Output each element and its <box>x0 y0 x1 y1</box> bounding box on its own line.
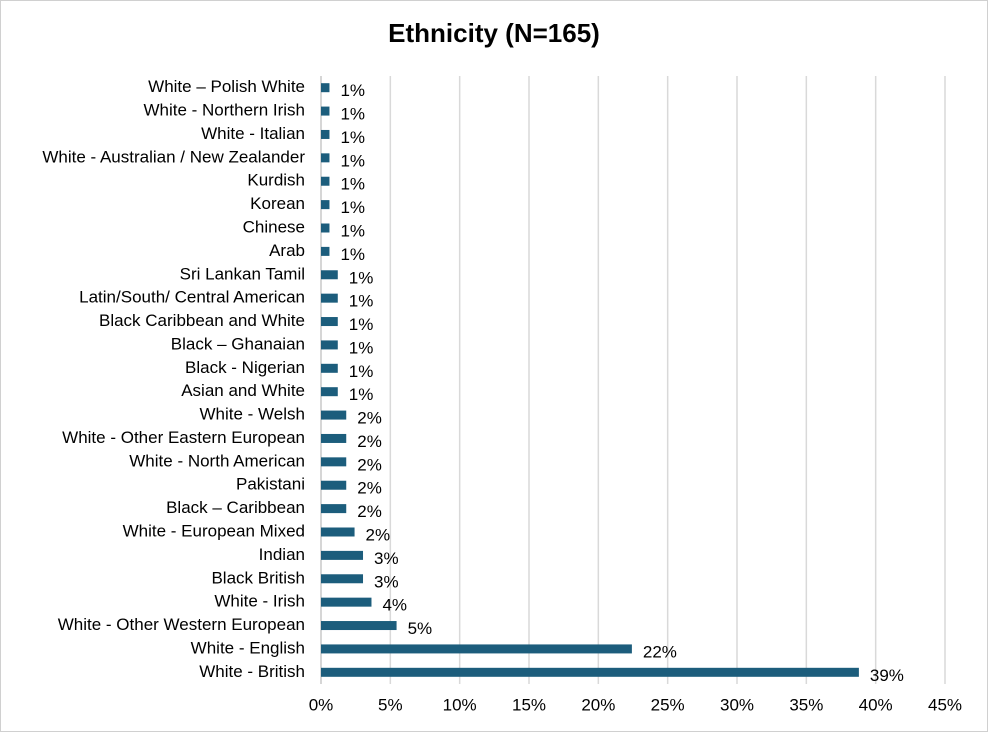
bar <box>321 200 330 210</box>
value-label: 1% <box>349 385 374 404</box>
bar <box>321 363 338 373</box>
bar <box>321 597 372 607</box>
bar <box>321 433 347 443</box>
y-tick-label: White - Irish <box>214 592 305 611</box>
y-tick-label: Chinese <box>243 217 305 236</box>
y-tick-label: Pakistani <box>236 475 305 494</box>
y-tick-label: Indian <box>259 545 305 564</box>
value-label: 2% <box>357 432 382 451</box>
bar <box>321 246 330 256</box>
bar <box>321 504 347 514</box>
bar <box>321 667 859 677</box>
bar <box>321 270 338 280</box>
x-tick-label: 40% <box>859 695 893 714</box>
chart-title: Ethnicity (N=165) <box>388 18 600 48</box>
x-tick-label: 0% <box>309 695 334 714</box>
value-label: 2% <box>357 502 382 521</box>
y-tick-label: Latin/South/ Central American <box>79 288 305 307</box>
x-tick-label: 25% <box>651 695 685 714</box>
bar <box>321 293 338 303</box>
bar <box>321 106 330 116</box>
bar <box>321 153 330 163</box>
value-label: 1% <box>340 221 365 240</box>
y-tick-label: Asian and White <box>181 381 305 400</box>
value-label: 3% <box>374 549 399 568</box>
y-tick-label: White - Italian <box>201 124 305 143</box>
y-tick-label: Arab <box>269 241 305 260</box>
bar <box>321 317 338 327</box>
y-tick-label: Black - Nigerian <box>185 358 305 377</box>
bar <box>321 644 632 654</box>
x-tick-label: 45% <box>928 695 962 714</box>
value-label: 1% <box>340 105 365 124</box>
value-label: 1% <box>349 292 374 311</box>
bar <box>321 574 364 584</box>
value-label: 1% <box>340 151 365 170</box>
value-label: 4% <box>382 596 407 615</box>
bar <box>321 340 338 350</box>
y-tick-label: White - British <box>199 662 305 681</box>
bar <box>321 176 330 186</box>
bar <box>321 480 347 490</box>
value-label: 22% <box>643 642 677 661</box>
bar <box>321 550 364 560</box>
value-label: 1% <box>340 128 365 147</box>
value-label: 1% <box>340 245 365 264</box>
y-tick-label: White - Australian / New Zealander <box>42 147 305 166</box>
bar <box>321 527 355 537</box>
value-label: 1% <box>340 198 365 217</box>
y-tick-label: White - European Mixed <box>123 521 305 540</box>
y-tick-label: White - Northern Irish <box>143 101 305 120</box>
value-label: 1% <box>340 81 365 100</box>
y-tick-label: White - Other Western European <box>58 615 305 634</box>
value-label: 2% <box>366 525 391 544</box>
x-tick-label: 15% <box>512 695 546 714</box>
y-tick-label: Kurdish <box>247 171 305 190</box>
value-label: 1% <box>349 268 374 287</box>
x-tick-label: 35% <box>789 695 823 714</box>
y-tick-label: White - English <box>191 638 305 657</box>
value-label: 5% <box>408 619 433 638</box>
bar <box>321 83 330 93</box>
bar <box>321 387 338 397</box>
x-tick-label: 30% <box>720 695 754 714</box>
y-tick-label: Korean <box>250 194 305 213</box>
x-tick-label: 10% <box>443 695 477 714</box>
bar <box>321 410 347 420</box>
bar <box>321 621 397 631</box>
y-tick-label: White - Other Eastern European <box>62 428 305 447</box>
y-tick-label: White - North American <box>129 451 305 470</box>
y-tick-label: White - Welsh <box>200 405 306 424</box>
value-label: 39% <box>870 666 904 685</box>
value-label: 1% <box>349 362 374 381</box>
x-tick-label: 5% <box>378 695 403 714</box>
bar <box>321 223 330 233</box>
bar <box>321 457 347 467</box>
value-label: 1% <box>340 175 365 194</box>
value-label: 1% <box>349 338 374 357</box>
y-tick-label: Black – Caribbean <box>166 498 305 517</box>
y-tick-label: Black British <box>211 568 305 587</box>
y-tick-label: White – Polish White <box>148 77 305 96</box>
value-label: 3% <box>374 572 399 591</box>
y-tick-label: Black Caribbean and White <box>99 311 305 330</box>
value-label: 1% <box>349 315 374 334</box>
value-label: 2% <box>357 479 382 498</box>
y-tick-label: Black – Ghanaian <box>171 334 305 353</box>
value-label: 2% <box>357 455 382 474</box>
bar <box>321 129 330 139</box>
value-label: 2% <box>357 409 382 428</box>
x-tick-label: 20% <box>581 695 615 714</box>
y-tick-label: Sri Lankan Tamil <box>180 264 305 283</box>
